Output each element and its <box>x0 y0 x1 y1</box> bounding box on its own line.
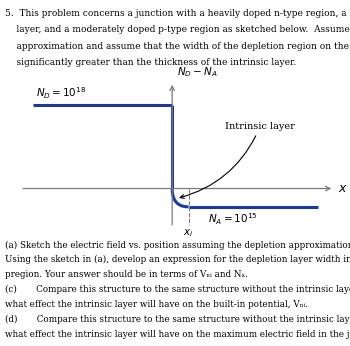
Text: $N_D - N_A$: $N_D - N_A$ <box>177 66 218 80</box>
Text: (a) Sketch the electric field vs. position assuming the depletion approximation.: (a) Sketch the electric field vs. positi… <box>5 240 350 249</box>
Text: Intrinsic layer: Intrinsic layer <box>180 121 295 198</box>
Text: pregion. Your answer should be in terms of Vₙᵢ and Nₐ.: pregion. Your answer should be in terms … <box>5 270 248 279</box>
Text: Using the sketch in (a), develop an expression for the depletion layer width in : Using the sketch in (a), develop an expr… <box>5 255 350 264</box>
Text: $x$: $x$ <box>338 182 348 195</box>
Text: 5.  This problem concerns a junction with a heavily doped n-type region, a thin : 5. This problem concerns a junction with… <box>5 9 350 18</box>
Text: significantly greater than the thickness of the intrinsic layer.: significantly greater than the thickness… <box>5 58 296 67</box>
Text: what effect the intrinsic layer will have on the maximum electric field in the j: what effect the intrinsic layer will hav… <box>5 330 350 339</box>
Text: what effect the intrinsic layer will have on the built-in potential, Vₙᵢ.: what effect the intrinsic layer will hav… <box>5 300 308 309</box>
Text: $N_D = 10^{18}$: $N_D = 10^{18}$ <box>35 85 86 101</box>
Text: $N_A = 10^{15}$: $N_A = 10^{15}$ <box>208 211 257 227</box>
Text: $x_i$: $x_i$ <box>183 227 194 239</box>
Text: layer, and a moderately doped p-type region as sketched below.  Assume the deple: layer, and a moderately doped p-type reg… <box>5 25 350 34</box>
Text: approximation and assume that the width of the depletion region on the P-side is: approximation and assume that the width … <box>5 42 350 51</box>
Text: (c)       Compare this structure to the same structure without the intrinsic lay: (c) Compare this structure to the same s… <box>5 285 350 294</box>
Text: (d)       Compare this structure to the same structure without the intrinsic lay: (d) Compare this structure to the same s… <box>5 315 350 324</box>
